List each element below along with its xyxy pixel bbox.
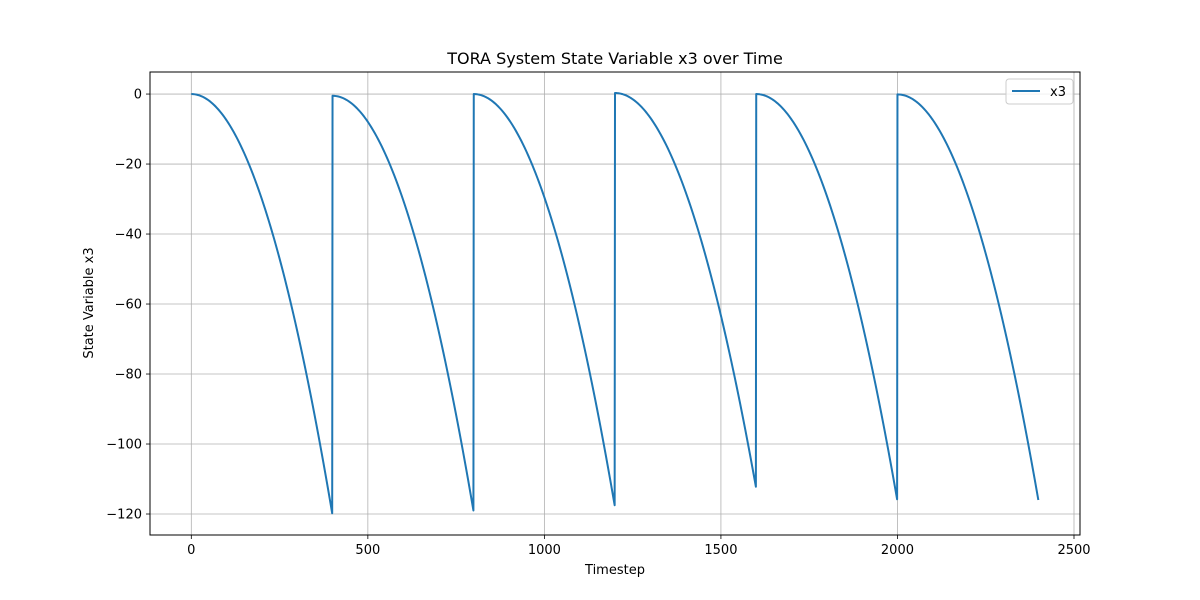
y-tick-label: 0: [134, 88, 142, 103]
y-tick-label: −100: [106, 438, 142, 453]
x-tick-label: 2500: [1057, 543, 1090, 558]
series-line-x3: [191, 92, 1040, 515]
x-tick-label: 1000: [528, 543, 561, 558]
x-tick-label: 2000: [881, 543, 914, 558]
y-tick-label: −60: [115, 298, 142, 313]
y-tick-label: −80: [115, 368, 142, 383]
x-tick-label: 0: [187, 543, 195, 558]
y-axis-title: State Variable x3: [82, 247, 97, 358]
legend: x3: [1005, 78, 1074, 105]
x-tick-label: 1500: [704, 543, 737, 558]
x-tick-label: 500: [355, 543, 380, 558]
y-tick-label: −40: [115, 228, 142, 243]
x-axis-title: Timestep: [584, 563, 645, 578]
chart-title: TORA System State Variable x3 over Time: [446, 49, 783, 68]
y-tick-label: −120: [106, 508, 142, 523]
plot-area: [191, 92, 1040, 515]
y-tick-label: −20: [115, 158, 142, 173]
ticks: 0 500 1000 1500 2000 2500 0 −20 −40 −60 −80 −100 −12…: [106, 88, 1090, 558]
legend-label-x3: x3: [1050, 85, 1066, 100]
axes-frame: [149, 71, 1081, 536]
